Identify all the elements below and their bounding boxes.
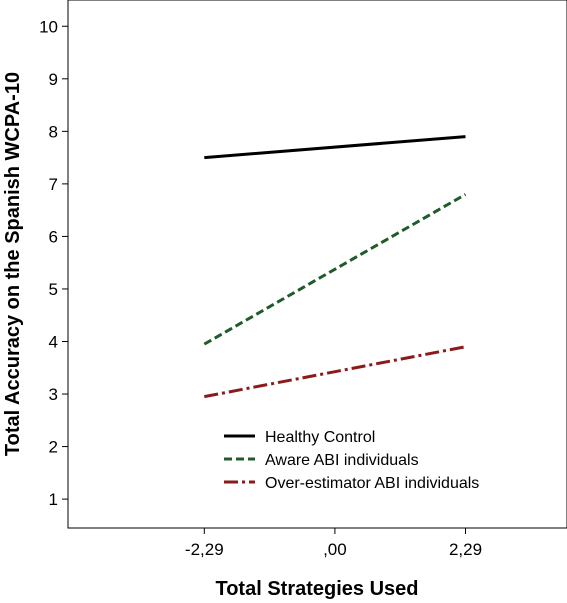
x-tick-label: 2,29 xyxy=(449,540,482,559)
y-tick-label: 1 xyxy=(49,490,58,509)
y-tick-label: 7 xyxy=(49,175,58,194)
legend: Healthy Control Aware ABI individuals Over… xyxy=(224,429,479,492)
series-line-0 xyxy=(204,135,466,160)
y-axis-title: Total Accuracy on the Spanish WCPA-10 xyxy=(2,72,24,456)
x-axis: -2,29 ,00 2,29 xyxy=(185,528,482,559)
y-axis: 1 2 3 4 5 6 7 8 9 10 xyxy=(39,17,68,509)
y-tick-label: 10 xyxy=(39,17,58,36)
legend-label: Over-estimator ABI individuals xyxy=(265,475,479,492)
y-tick-label: 2 xyxy=(49,438,58,457)
series-line-1 xyxy=(203,193,467,346)
plot-area xyxy=(67,0,567,529)
y-tick-label: 3 xyxy=(49,385,58,404)
x-tick-label: ,00 xyxy=(323,540,347,559)
y-tick-label: 6 xyxy=(49,227,58,246)
y-tick-label: 4 xyxy=(49,332,58,351)
legend-label: Aware ABI individuals xyxy=(265,452,419,469)
series-lines xyxy=(203,135,467,399)
y-tick-label: 9 xyxy=(49,70,58,89)
y-tick-label: 8 xyxy=(49,122,58,141)
x-axis-title: Total Strategies Used xyxy=(215,578,418,600)
x-tick-label: -2,29 xyxy=(185,540,224,559)
series-line-2 xyxy=(204,345,466,399)
legend-label: Healthy Control xyxy=(265,429,375,446)
y-tick-label: 5 xyxy=(49,280,58,299)
